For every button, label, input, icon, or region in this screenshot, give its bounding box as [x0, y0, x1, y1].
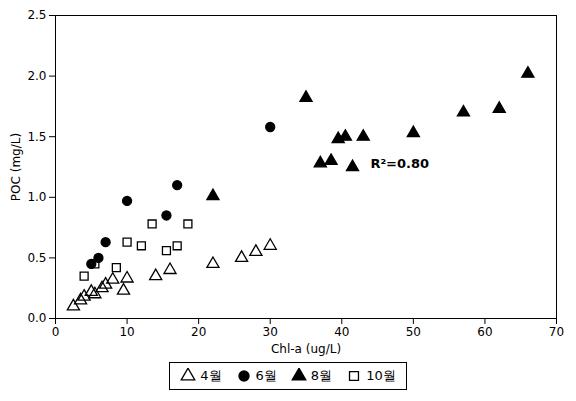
- svg-text:10: 10: [119, 325, 134, 339]
- svg-text:1.0: 1.0: [27, 190, 46, 204]
- svg-text:30: 30: [263, 325, 278, 339]
- html-text:8월: 8월: [310, 368, 333, 383]
- svg-text:70: 70: [549, 325, 564, 339]
- svg-text:0.5: 0.5: [27, 251, 46, 265]
- svg-text:50: 50: [406, 325, 421, 339]
- html-text:4월: 4월: [200, 368, 222, 383]
- svg-text:2.0: 2.0: [27, 69, 46, 83]
- svg-text:20: 20: [191, 325, 206, 339]
- svg-text:0.0: 0.0: [27, 311, 46, 325]
- svg-text:POC (mg/L): POC (mg/L): [9, 133, 23, 201]
- svg-text:Chl-a (ug/L): Chl-a (ug/L): [271, 342, 341, 356]
- html-text:10월: 10월: [366, 368, 396, 383]
- svg-text:R²=0.80: R²=0.80: [370, 156, 429, 171]
- svg-text:1.5: 1.5: [27, 130, 46, 144]
- html-text:6월: 6월: [255, 368, 277, 383]
- svg-text:40: 40: [334, 325, 349, 339]
- svg-text:2.5: 2.5: [27, 8, 46, 22]
- svg-text:0: 0: [52, 325, 60, 339]
- svg-text:60: 60: [477, 325, 492, 339]
